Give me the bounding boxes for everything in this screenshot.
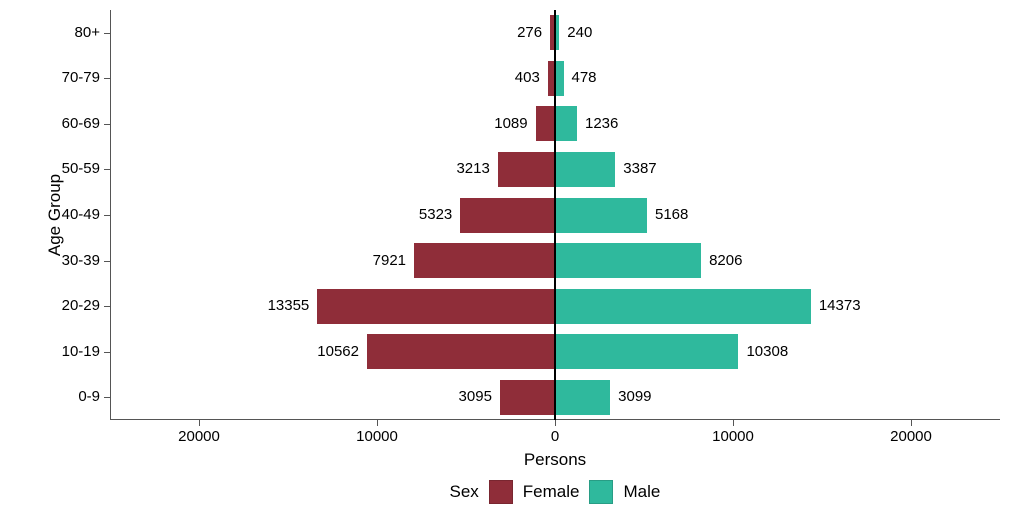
- legend-title: Sex: [450, 482, 479, 502]
- y-tick-label: 70-79: [62, 69, 100, 86]
- bar-female: [460, 198, 555, 233]
- bar-value-male: 14373: [819, 297, 861, 314]
- x-axis-label: Persons: [515, 450, 595, 470]
- bar-male: [555, 61, 564, 96]
- bar-female: [536, 106, 555, 141]
- bar-value-female: 1089: [494, 115, 527, 132]
- y-tick-mark: [104, 215, 110, 216]
- x-tick-mark: [555, 420, 556, 426]
- y-tick-mark: [104, 124, 110, 125]
- bar-male: [555, 289, 811, 324]
- bar-value-female: 3095: [459, 388, 492, 405]
- bar-value-female: 3213: [456, 160, 489, 177]
- bar-value-female: 13355: [268, 297, 310, 314]
- bar-male: [555, 198, 647, 233]
- bar-female: [317, 289, 555, 324]
- bar-male: [555, 106, 577, 141]
- y-tick-label: 40-49: [62, 206, 100, 223]
- y-tick-mark: [104, 352, 110, 353]
- legend-label-male: Male: [623, 482, 660, 502]
- x-tick-mark: [199, 420, 200, 426]
- population-pyramid-chart: Age Group Persons 3095309910562103081335…: [0, 0, 1024, 524]
- bar-value-female: 10562: [317, 343, 359, 360]
- x-tick-label: 20000: [169, 428, 229, 445]
- x-tick-label: 0: [525, 428, 585, 445]
- legend-swatch-male: [589, 480, 613, 504]
- bar-value-male: 1236: [585, 115, 618, 132]
- bar-female: [498, 152, 555, 187]
- bar-value-male: 5168: [655, 206, 688, 223]
- y-tick-mark: [104, 397, 110, 398]
- bar-value-male: 8206: [709, 252, 742, 269]
- x-tick-mark: [911, 420, 912, 426]
- bar-male: [555, 152, 615, 187]
- x-tick-mark: [377, 420, 378, 426]
- x-tick-label: 10000: [703, 428, 763, 445]
- center-zero-line: [554, 10, 556, 420]
- bar-male: [555, 243, 701, 278]
- y-tick-mark: [104, 261, 110, 262]
- bar-female: [367, 334, 555, 369]
- bar-value-male: 240: [567, 24, 592, 41]
- y-tick-label: 0-9: [78, 388, 100, 405]
- y-tick-label: 20-29: [62, 297, 100, 314]
- y-tick-label: 80+: [75, 24, 100, 41]
- bar-male: [555, 334, 738, 369]
- bar-value-female: 403: [515, 69, 540, 86]
- y-tick-mark: [104, 306, 110, 307]
- x-tick-label: 10000: [347, 428, 407, 445]
- y-tick-mark: [104, 33, 110, 34]
- bar-value-female: 7921: [373, 252, 406, 269]
- bar-value-male: 3387: [623, 160, 656, 177]
- y-tick-label: 50-59: [62, 160, 100, 177]
- bar-value-female: 5323: [419, 206, 452, 223]
- bar-male: [555, 380, 610, 415]
- legend: Sex Female Male: [450, 480, 661, 504]
- y-tick-mark: [104, 169, 110, 170]
- bar-female: [500, 380, 555, 415]
- y-tick-label: 60-69: [62, 115, 100, 132]
- bar-female: [414, 243, 555, 278]
- x-tick-mark: [733, 420, 734, 426]
- y-tick-label: 30-39: [62, 252, 100, 269]
- bar-value-male: 10308: [746, 343, 788, 360]
- legend-label-female: Female: [523, 482, 580, 502]
- bar-value-male: 478: [572, 69, 597, 86]
- legend-swatch-female: [489, 480, 513, 504]
- bar-value-male: 3099: [618, 388, 651, 405]
- bar-value-female: 276: [517, 24, 542, 41]
- x-tick-label: 20000: [881, 428, 941, 445]
- y-tick-mark: [104, 78, 110, 79]
- y-tick-label: 10-19: [62, 343, 100, 360]
